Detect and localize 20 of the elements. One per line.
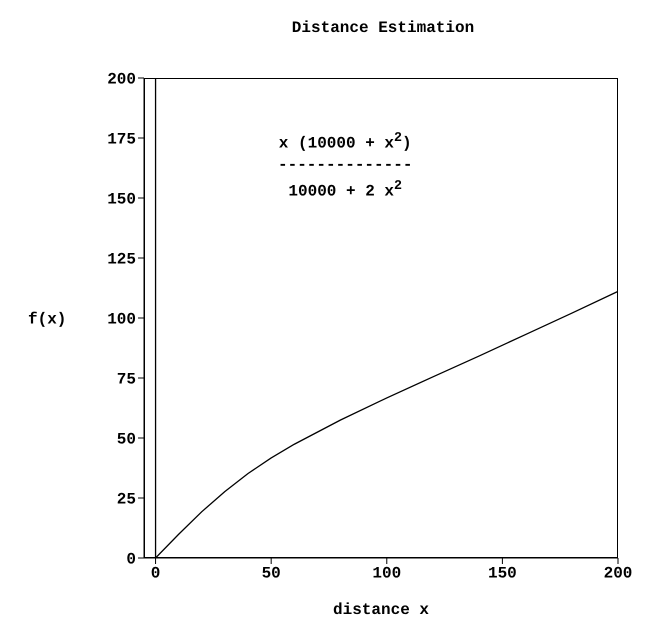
y-tick-label: 125 [107,250,136,269]
y-tick-label: 75 [116,370,136,389]
x-tick-label: 100 [372,564,402,582]
annotation: x (10000 + x$^{2}$) [278,130,412,154]
x-tick-label: 200 [604,564,632,582]
y-tick-label: 100 [107,310,136,329]
y-axis-title: f(x) [28,310,66,329]
y-tick-label: 50 [116,430,136,449]
x-axis-title: distance x [332,601,430,619]
y-tick-label: 0 [126,550,136,569]
x-tick-label: 50 [262,564,281,582]
y-tick-label: 200 [107,70,136,89]
y-tick-label: 175 [107,130,136,149]
y-tick-label: 150 [107,190,136,209]
annotation: 10000 + 2 x$^{2}$ [287,178,404,203]
annotation: -------------- [278,155,412,176]
x-tick-label: 150 [488,564,517,582]
x-tick-label: 0 [150,564,160,582]
y-tick-label: 25 [116,490,136,509]
chart-title: Distance Estimation [290,18,476,39]
